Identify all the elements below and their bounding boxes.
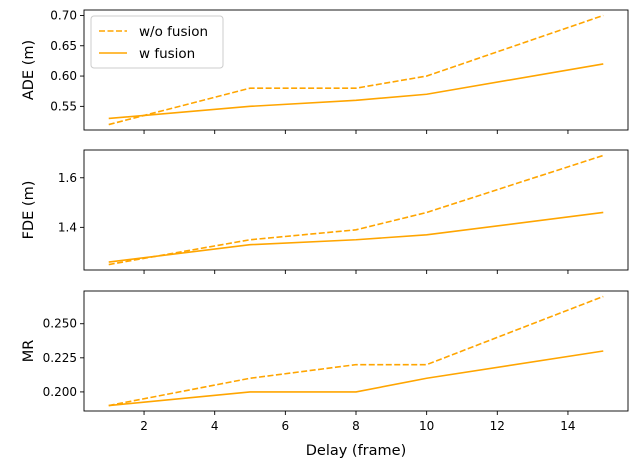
x-tick-label: 8 — [352, 419, 360, 433]
series-line-with-fusion — [108, 350, 604, 407]
y-tick-label: 0.70 — [50, 8, 77, 22]
subplot-1: 0.55 0.60 0.65 0.70 ADE (m) w/o fusion w fusio… — [21, 8, 629, 134]
x-axis-label: Delay (frame) — [306, 443, 407, 459]
subplot-3: 0.200 0.225 0.250 2 4 6 8 10 12 14 MR Delay (frame) — [21, 290, 629, 459]
x-tick-label: 2 — [140, 419, 148, 433]
y-tick-label: 0.60 — [50, 69, 77, 83]
y-tick-label: 1.6 — [58, 171, 77, 185]
x-tick-label: 6 — [282, 419, 290, 433]
y-tick-label: 0.250 — [43, 317, 77, 331]
x-tick-label: 4 — [211, 419, 219, 433]
y-axis-label: ADE (m) — [21, 40, 37, 100]
series-line-with-fusion — [108, 211, 604, 263]
y-tick-label: 0.65 — [50, 39, 77, 53]
y-tick-label: 0.225 — [43, 351, 77, 365]
subplot-2: 1.4 1.6 FDE (m) — [21, 149, 629, 274]
axes-frame — [83, 149, 629, 271]
y-tick-label: 1.4 — [58, 220, 77, 234]
legend-box — [90, 15, 224, 69]
x-tick-label: 12 — [490, 419, 505, 433]
series-line-without-fusion — [108, 154, 604, 266]
axes-frame — [83, 290, 629, 412]
x-tick-label: 10 — [419, 419, 434, 433]
y-axis-label: MR — [21, 340, 37, 363]
legend: w/o fusion w fusion — [90, 15, 224, 69]
series-line-without-fusion — [108, 295, 604, 407]
y-axis-label: FDE (m) — [21, 181, 37, 240]
y-tick-label: 0.200 — [43, 385, 77, 399]
y-tick-label: 0.55 — [50, 99, 77, 113]
series-line-with-fusion — [108, 63, 604, 120]
x-tick-label: 14 — [560, 419, 575, 433]
legend-entry-label: w fusion — [139, 46, 195, 62]
legend-entry-label: w/o fusion — [139, 24, 208, 40]
series-line-without-fusion — [108, 14, 604, 126]
